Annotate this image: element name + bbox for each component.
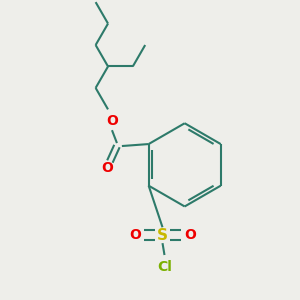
Text: O: O: [106, 114, 118, 128]
Text: S: S: [157, 228, 168, 243]
Text: O: O: [101, 161, 113, 175]
Text: O: O: [184, 228, 196, 242]
Text: O: O: [129, 228, 141, 242]
Text: Cl: Cl: [157, 260, 172, 274]
